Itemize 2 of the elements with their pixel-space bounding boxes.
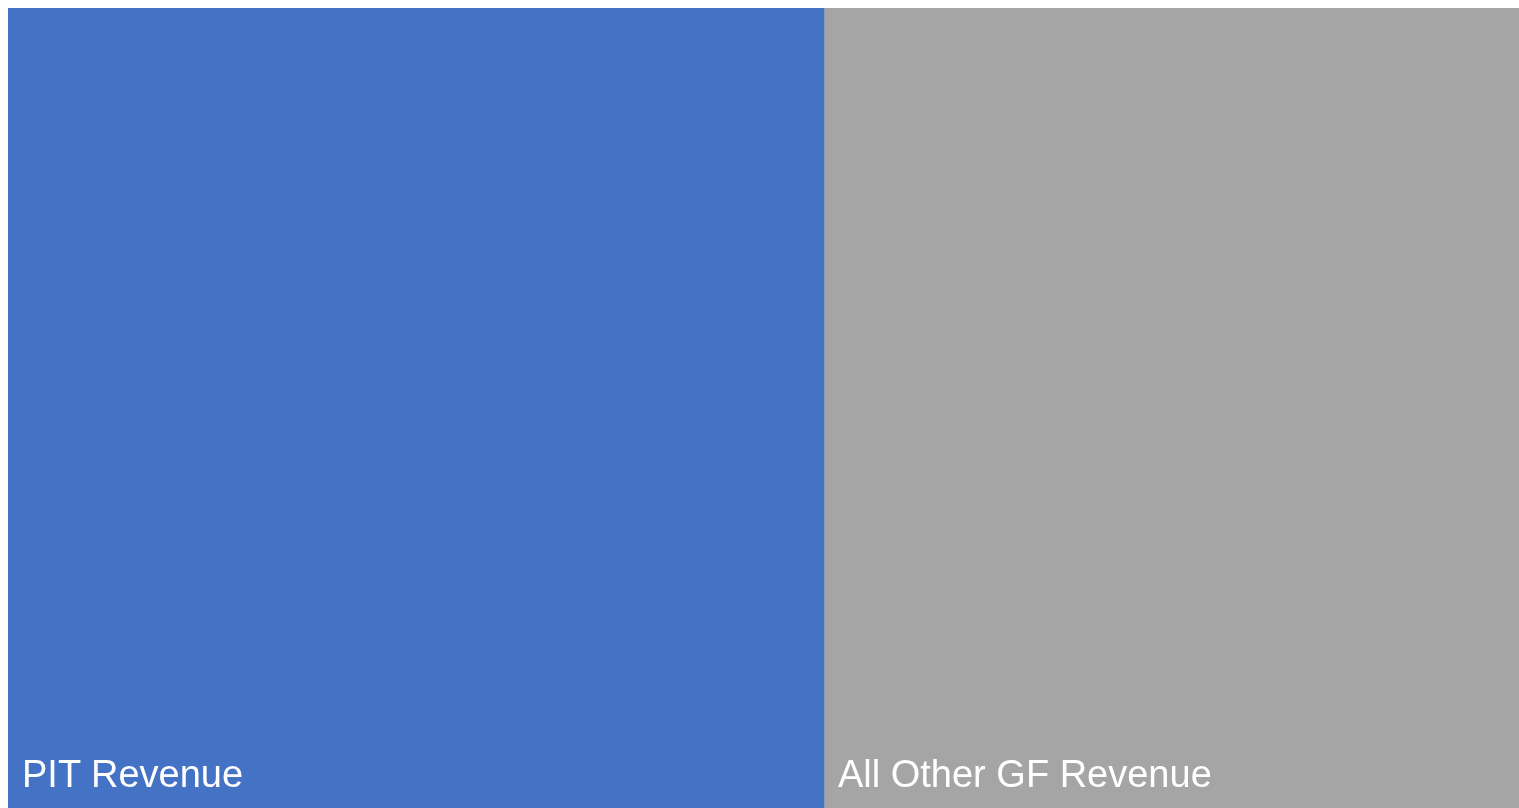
series-label: PIT Revenue — [22, 753, 244, 796]
series-label: All Other GF Revenue — [837, 753, 1212, 796]
